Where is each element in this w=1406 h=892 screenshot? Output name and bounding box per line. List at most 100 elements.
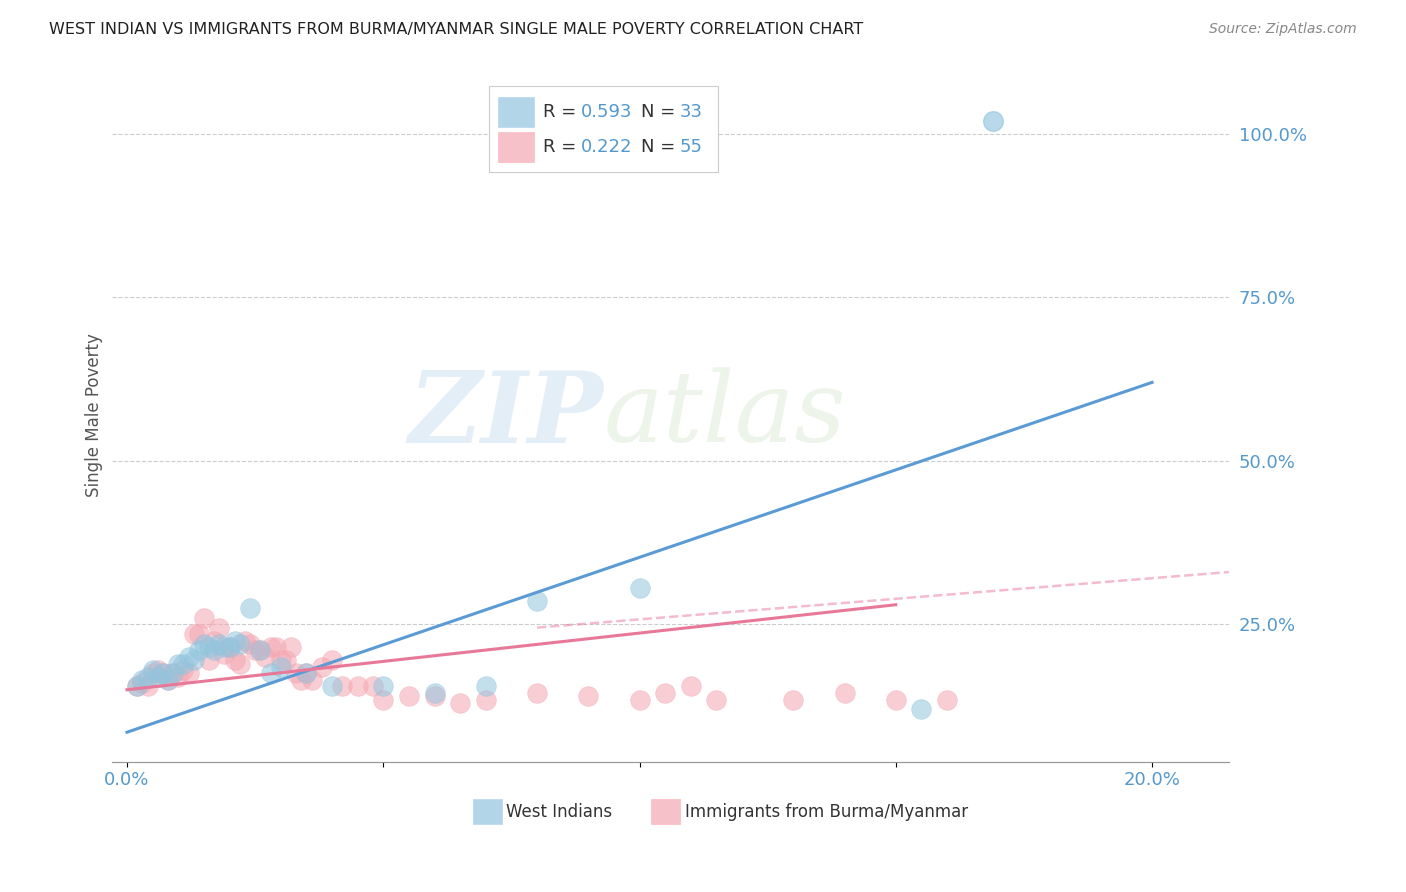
Text: R =: R = — [543, 103, 582, 121]
Point — [162, 666, 184, 681]
Point — [136, 680, 159, 694]
Point — [654, 686, 676, 700]
Point — [152, 666, 174, 681]
Point — [198, 653, 221, 667]
Point — [280, 640, 302, 655]
Point — [136, 670, 159, 684]
Point — [398, 690, 420, 704]
Point — [981, 113, 1004, 128]
Point — [936, 692, 959, 706]
Point — [628, 582, 651, 596]
Point — [679, 680, 702, 694]
Point — [208, 621, 231, 635]
Point — [423, 686, 446, 700]
Point — [301, 673, 323, 687]
Point — [526, 686, 548, 700]
Point — [218, 640, 240, 655]
FancyBboxPatch shape — [498, 97, 534, 128]
Text: N =: N = — [641, 138, 682, 156]
Point — [193, 637, 215, 651]
Point — [162, 666, 184, 681]
Point — [264, 640, 287, 655]
Point — [142, 663, 165, 677]
Point — [259, 666, 281, 681]
Point — [208, 637, 231, 651]
Point — [224, 633, 246, 648]
Text: 33: 33 — [679, 103, 702, 121]
Point — [628, 692, 651, 706]
Point — [202, 643, 225, 657]
Point — [270, 653, 292, 667]
Point — [706, 692, 728, 706]
Point — [172, 657, 194, 671]
Text: West Indians: West Indians — [506, 803, 612, 821]
Point — [177, 666, 200, 681]
Point — [910, 702, 932, 716]
Point — [146, 670, 169, 684]
Point — [172, 663, 194, 677]
Text: 0.222: 0.222 — [581, 138, 633, 156]
Text: 55: 55 — [679, 138, 702, 156]
Point — [193, 611, 215, 625]
Point — [884, 692, 907, 706]
Point — [131, 673, 153, 687]
Point — [270, 660, 292, 674]
Point — [239, 637, 262, 651]
Point — [782, 692, 804, 706]
Point — [229, 637, 252, 651]
Point — [198, 640, 221, 655]
Text: N =: N = — [641, 103, 682, 121]
Point — [156, 673, 179, 687]
Point — [131, 676, 153, 690]
Point — [526, 594, 548, 608]
Point — [474, 680, 496, 694]
Point — [259, 640, 281, 655]
Point — [311, 660, 333, 674]
Point — [449, 696, 471, 710]
Point — [127, 680, 149, 694]
Text: ZIP: ZIP — [408, 367, 603, 463]
FancyBboxPatch shape — [498, 132, 534, 162]
Point — [167, 657, 190, 671]
FancyBboxPatch shape — [651, 799, 681, 824]
Point — [321, 680, 343, 694]
Point — [229, 657, 252, 671]
Text: atlas: atlas — [603, 368, 846, 463]
Y-axis label: Single Male Poverty: Single Male Poverty — [86, 333, 103, 497]
Point — [576, 690, 599, 704]
Point — [361, 680, 384, 694]
Point — [373, 692, 395, 706]
Point — [214, 647, 236, 661]
Text: 0.593: 0.593 — [581, 103, 633, 121]
Point — [254, 650, 277, 665]
Point — [290, 673, 312, 687]
Point — [423, 690, 446, 704]
Point — [127, 680, 149, 694]
FancyBboxPatch shape — [489, 86, 718, 172]
Point — [224, 653, 246, 667]
Point — [177, 650, 200, 665]
Point — [249, 643, 271, 657]
Point — [156, 673, 179, 687]
Point — [183, 653, 205, 667]
Point — [249, 643, 271, 657]
Point — [218, 640, 240, 655]
FancyBboxPatch shape — [472, 799, 502, 824]
Text: Immigrants from Burma/Myanmar: Immigrants from Burma/Myanmar — [685, 803, 967, 821]
Point — [233, 633, 256, 648]
Point — [146, 663, 169, 677]
Point — [142, 666, 165, 681]
Point — [183, 627, 205, 641]
Point — [373, 680, 395, 694]
Text: Source: ZipAtlas.com: Source: ZipAtlas.com — [1209, 22, 1357, 37]
Point — [295, 666, 318, 681]
Point — [321, 653, 343, 667]
Text: R =: R = — [543, 138, 582, 156]
Text: WEST INDIAN VS IMMIGRANTS FROM BURMA/MYANMAR SINGLE MALE POVERTY CORRELATION CHA: WEST INDIAN VS IMMIGRANTS FROM BURMA/MYA… — [49, 22, 863, 37]
Point — [274, 653, 297, 667]
Point — [239, 601, 262, 615]
Point — [243, 643, 266, 657]
Point — [346, 680, 368, 694]
Point — [167, 670, 190, 684]
Point — [834, 686, 856, 700]
